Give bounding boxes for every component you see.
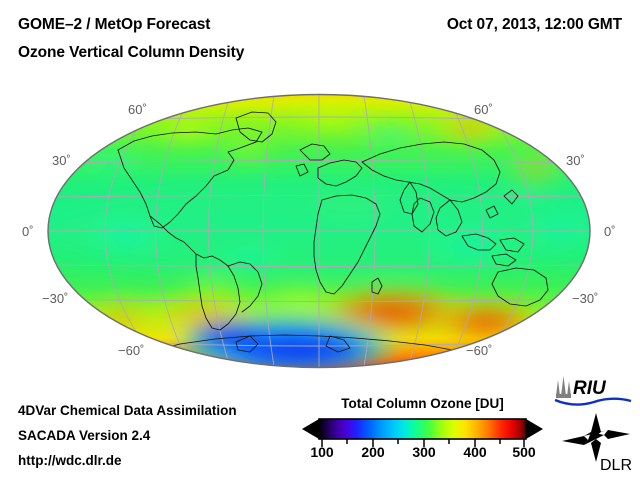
lat-label-left-30: 30˚ (52, 153, 71, 168)
colorbar-tick-200: 200 (361, 444, 385, 460)
riu-logo: RIU (554, 376, 632, 406)
lat-label-left-m30: −30˚ (42, 291, 69, 306)
colorbar-title: Total Column Ozone [DU] (341, 396, 504, 411)
colorbar-tick-100: 100 (310, 444, 334, 460)
dlr-pinwheel-icon (562, 413, 630, 462)
colorbar-tick-labels: 100 200 300 400 500 (300, 444, 545, 464)
colorbar-gradient (319, 419, 526, 439)
footer-url: http://wdc.dlr.de (18, 453, 122, 468)
dlr-wordmark: DLR (600, 457, 632, 472)
lat-label-left-m60: −60˚ (118, 343, 145, 358)
colorbar-tick-300: 300 (412, 444, 436, 460)
cathedral-spires-icon (556, 376, 571, 398)
ozone-field (48, 94, 590, 368)
forecast-timestamp: Oct 07, 2013, 12:00 GMT (446, 16, 622, 33)
lat-label-right-m60: −60˚ (466, 343, 493, 358)
footer-version: SACADA Version 2.4 (18, 428, 151, 443)
colorbar-frame (318, 418, 527, 440)
lat-label-right-60: 60˚ (474, 102, 493, 117)
lat-label-right-30: 30˚ (566, 153, 585, 168)
riu-wave-icon (554, 397, 632, 406)
page-title-product: Ozone Vertical Column Density (18, 44, 245, 61)
coastlines (117, 111, 563, 359)
riu-wordmark: RIU (573, 378, 607, 399)
globe-outline (47, 93, 591, 369)
colorbar-tick-500: 500 (512, 444, 536, 460)
colorbar-svg (302, 418, 543, 447)
colorbar-ticks (321, 439, 525, 447)
colorbar: Total Column Ozone [DU] (300, 396, 545, 474)
lat-label-right-0: 0˚ (604, 224, 616, 239)
lat-label-left-60: 60˚ (128, 102, 147, 117)
colorbar-extend-left (302, 419, 319, 439)
colorbar-tick-400: 400 (463, 444, 487, 460)
lat-label-right-m30: −30˚ (572, 291, 599, 306)
colorbar-extend-right (526, 419, 543, 439)
lat-label-left-0: 0˚ (22, 224, 34, 239)
dlr-logo: DLR (562, 413, 632, 472)
footer-method: 4DVar Chemical Data Assimilation (18, 403, 237, 418)
page-title-instrument: GOME–2 / MetOp Forecast (18, 16, 211, 33)
